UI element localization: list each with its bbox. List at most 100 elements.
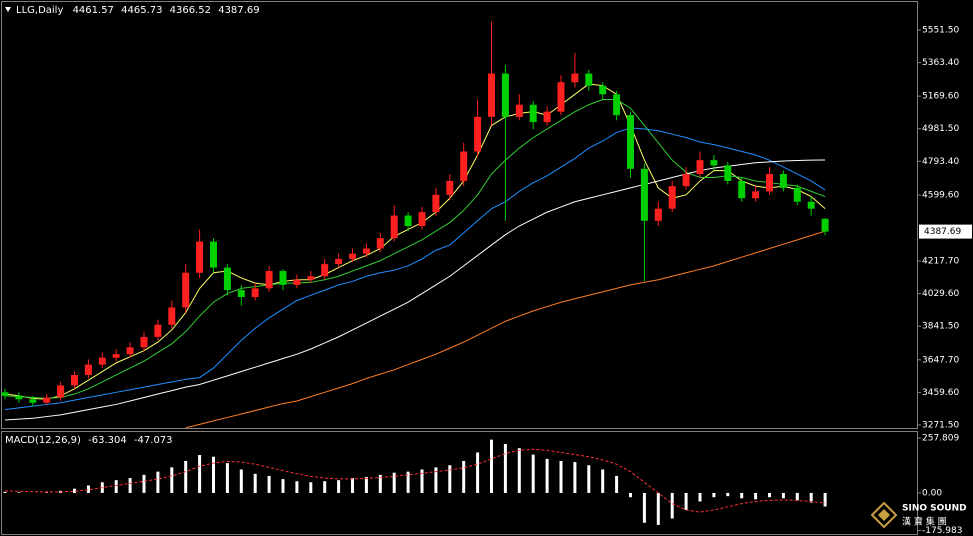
y-tick-label: 4217.70 — [922, 257, 959, 267]
candle-body — [168, 307, 176, 325]
candle-body — [251, 288, 259, 298]
indicator-line — [4, 127, 826, 411]
y-tick-label: 3841.50 — [922, 322, 959, 332]
indicator-line — [4, 83, 826, 400]
candle-body — [807, 201, 815, 209]
candle-body — [404, 215, 412, 227]
candle-body — [182, 272, 190, 308]
y-tick-label: -175.983 — [922, 526, 962, 536]
candle-body — [460, 151, 468, 181]
candle-body — [84, 364, 92, 375]
price-panel-frame — [1, 1, 918, 429]
close-value: 4387.69 — [218, 5, 259, 16]
candle-body — [376, 238, 384, 249]
candle-body — [557, 82, 565, 112]
candle-body — [613, 94, 621, 116]
y-tick-label: 257.809 — [922, 434, 959, 444]
candle-body — [793, 187, 801, 202]
candle-body — [738, 180, 746, 199]
candle-body — [668, 186, 676, 209]
candle-body — [821, 218, 829, 232]
candle-body — [571, 73, 579, 83]
y-tick-label: 4599.60 — [922, 190, 959, 200]
indicator-line — [4, 448, 826, 513]
y-tick-label: 0.00 — [922, 488, 942, 498]
logo: SINO SOUND 漢 寶 集 團 — [870, 501, 967, 529]
candle-body — [529, 104, 537, 123]
candle-body — [265, 271, 273, 289]
candle-body — [627, 115, 634, 169]
candle-body — [98, 357, 106, 365]
candle-body — [488, 73, 495, 117]
candle-body — [474, 116, 482, 152]
y-tick-label: 4029.60 — [922, 289, 959, 299]
candle-body — [57, 385, 65, 398]
candle-body — [293, 279, 301, 285]
macd-panel-frame — [1, 431, 918, 535]
y-tick-label: 3647.70 — [922, 355, 959, 365]
candle-body — [390, 215, 398, 239]
candle-body — [724, 165, 732, 181]
open-value: 4461.57 — [73, 5, 114, 16]
candle-body — [43, 397, 51, 403]
candle-body — [210, 241, 217, 268]
signal-value: -47.073 — [134, 435, 173, 446]
candle-body — [112, 354, 120, 358]
candle-body — [515, 104, 523, 117]
candle-body — [599, 85, 607, 95]
candle-body — [126, 347, 134, 355]
candle-body — [71, 374, 78, 386]
candle-body — [335, 258, 343, 265]
y-tick-label: 4981.50 — [922, 124, 959, 134]
candle-body — [307, 276, 315, 280]
candle-body — [752, 191, 760, 199]
candle-body — [779, 174, 787, 188]
candle-body — [418, 212, 426, 227]
indicator-line — [4, 159, 826, 421]
candle-body — [654, 208, 662, 221]
price-label-box — [919, 224, 972, 239]
candle-body — [223, 267, 231, 291]
logo-icon-inner — [878, 509, 890, 521]
macd-title: MACD(12,26,9) — [5, 435, 81, 446]
candle-body — [362, 248, 370, 254]
logo-icon — [870, 501, 898, 529]
low-value: 4366.52 — [170, 5, 211, 16]
y-tick-label: 5363.40 — [922, 58, 959, 68]
macd-value: -63.304 — [88, 435, 127, 446]
high-value: 4465.73 — [121, 5, 162, 16]
candle-body — [446, 180, 454, 195]
candle-body — [279, 271, 287, 285]
candle-body — [154, 324, 162, 337]
candle-body — [196, 241, 204, 273]
candle-body — [501, 73, 509, 117]
macd-header: MACD(12,26,9) -63.304 -47.073 — [5, 435, 173, 446]
candle-body — [29, 399, 37, 403]
candle-body — [766, 174, 773, 192]
candle-body — [585, 73, 593, 86]
logo-name: SINO SOUND — [902, 504, 967, 514]
candle-body — [682, 174, 690, 187]
menu-arrow[interactable] — [5, 7, 11, 12]
candle-body — [1, 392, 9, 396]
candle-body — [140, 336, 148, 348]
logo-chinese: 漢 寶 集 團 — [902, 516, 947, 528]
price-label: 4387.69 — [924, 227, 961, 237]
candle-body — [432, 194, 440, 213]
candle-body — [349, 253, 356, 259]
y-tick-label: 4793.40 — [922, 157, 959, 167]
y-tick-label: 5169.60 — [922, 92, 959, 102]
candle-body — [696, 160, 704, 175]
candle-body — [543, 111, 551, 123]
indicator-line — [185, 230, 826, 429]
candle-body — [710, 160, 718, 166]
y-tick-label: 3271.50 — [922, 420, 959, 430]
candle-body — [640, 168, 648, 221]
y-tick-label: 5551.50 — [922, 25, 959, 35]
symbol: LLG,Daily — [16, 5, 63, 16]
candle-body — [237, 290, 245, 298]
candle-body — [15, 395, 23, 400]
chart-header: LLG,Daily 4461.57 4465.73 4366.52 4387.6… — [16, 5, 260, 16]
